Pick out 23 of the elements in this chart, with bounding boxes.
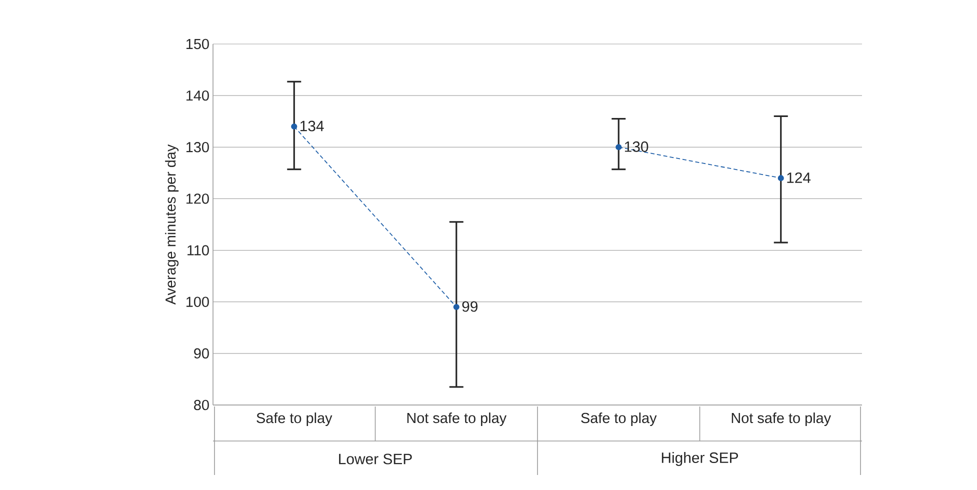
y-tick-label: 100 — [186, 296, 209, 307]
text: Higher SEP — [662, 452, 738, 466]
y-axis-title: Average minutes per day — [165, 144, 179, 305]
y-tick-label: 130 — [186, 142, 209, 152]
x-tick-label: Not safe to play — [732, 412, 832, 426]
y-tick-label: 150 — [186, 38, 209, 50]
y-tick-label: 120 — [186, 194, 209, 204]
x-tick-label: Safe to play — [581, 412, 657, 426]
point — [291, 123, 298, 130]
y-tick-label: 140 — [186, 90, 209, 101]
point — [778, 175, 784, 182]
data-label: 130 — [624, 141, 648, 152]
text: Lower SEP — [339, 454, 412, 464]
data-label: 99 — [462, 301, 478, 312]
point — [616, 144, 622, 150]
data-label: 124 — [787, 172, 811, 183]
y-tick-label: 110 — [188, 245, 209, 256]
y-tick-label: 90 — [194, 348, 209, 359]
x-tick-label: Not safe to play — [407, 412, 507, 426]
point — [453, 304, 460, 310]
y-tick-label: 80 — [194, 400, 209, 410]
data-label: 134 — [300, 120, 324, 132]
x-tick-label: Safe to play — [256, 412, 332, 426]
